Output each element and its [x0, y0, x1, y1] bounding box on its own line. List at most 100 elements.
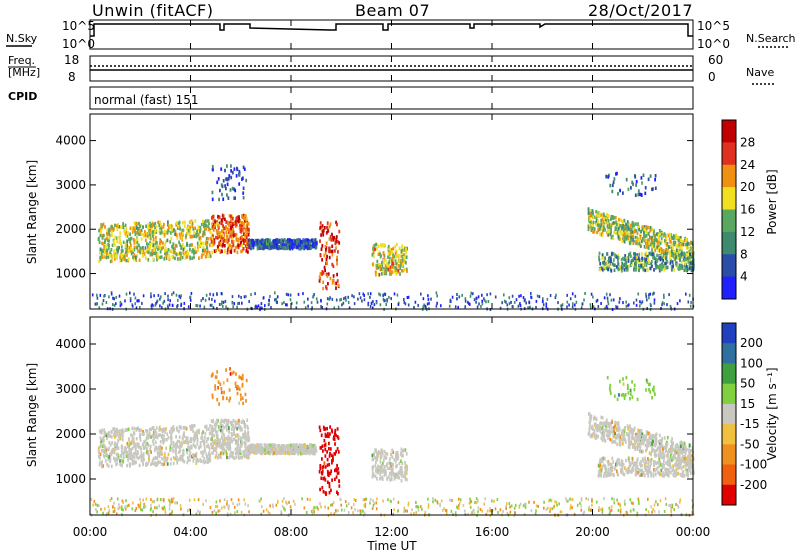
echo-cell — [316, 449, 318, 453]
echo-cell — [469, 498, 471, 501]
echo-cell — [600, 223, 602, 227]
echo-cell — [247, 243, 249, 247]
echo-cell — [392, 255, 394, 259]
echo-cell — [598, 506, 600, 509]
echo-cell — [209, 456, 211, 460]
echo-cell — [646, 298, 648, 301]
echo-cell — [122, 501, 124, 504]
echo-cell — [570, 504, 572, 507]
echo-cell — [205, 227, 207, 231]
echo-cell — [613, 258, 615, 262]
echo-cell — [520, 304, 522, 307]
velocity-data-layer — [91, 367, 695, 517]
echo-cell — [117, 453, 119, 457]
echo-cell — [665, 256, 667, 260]
echo-cell — [273, 246, 275, 250]
echo-cell — [661, 263, 663, 267]
echo-cell — [684, 262, 686, 266]
echo-cell — [159, 246, 161, 250]
echo-cell — [179, 221, 181, 225]
echo-cell — [129, 442, 131, 446]
echo-cell — [321, 244, 323, 248]
echo-cell — [533, 501, 535, 504]
echo-cell — [259, 243, 261, 247]
echo-cell — [304, 301, 306, 304]
echo-cell — [135, 233, 137, 237]
echo-cell — [116, 257, 118, 261]
echo-cell — [327, 226, 329, 230]
echo-cell — [393, 498, 395, 501]
echo-cell — [680, 238, 682, 242]
echo-cell — [108, 447, 110, 451]
echo-cell — [529, 306, 531, 309]
echo-cell — [634, 262, 636, 266]
echo-cell — [635, 194, 637, 198]
echo-cell — [149, 236, 151, 240]
echo-cell — [606, 293, 608, 296]
echo-cell — [305, 239, 307, 243]
echo-cell — [159, 426, 161, 430]
echo-cell — [667, 266, 669, 270]
echo-cell — [364, 504, 366, 507]
echo-cell — [284, 238, 286, 242]
echo-cell — [597, 220, 599, 224]
echo-cell — [132, 461, 134, 465]
echo-cell — [284, 452, 286, 456]
echo-cell — [512, 295, 514, 298]
echo-cell — [145, 257, 147, 261]
echo-cell — [215, 512, 217, 515]
echo-cell — [202, 219, 204, 223]
echo-cell — [129, 233, 131, 237]
echo-cell — [611, 190, 613, 194]
echo-cell — [232, 455, 234, 459]
echo-cell — [382, 243, 384, 247]
echo-cell — [638, 242, 640, 246]
echo-cell — [233, 433, 235, 437]
echo-cell — [327, 229, 329, 233]
echo-cell — [332, 281, 334, 285]
echo-cell — [235, 223, 237, 227]
echo-cell — [139, 433, 141, 437]
echo-cell — [112, 427, 114, 431]
echo-cell — [348, 502, 350, 505]
echo-cell — [335, 242, 337, 246]
echo-cell — [359, 292, 361, 295]
echo-cell — [458, 498, 460, 501]
echo-cell — [243, 196, 245, 200]
echo-cell — [243, 247, 245, 251]
echo-cell — [281, 239, 283, 243]
echo-cell — [381, 268, 383, 272]
echo-cell — [654, 504, 656, 507]
echo-cell — [296, 301, 298, 304]
echo-cell — [397, 269, 399, 273]
echo-cell — [238, 455, 240, 459]
echo-cell — [284, 247, 286, 251]
nave-label: Nave — [746, 66, 774, 79]
echo-cell — [263, 510, 265, 513]
echo-cell — [606, 261, 608, 265]
echo-cell — [550, 294, 552, 297]
echo-cell — [117, 249, 119, 253]
echo-cell — [392, 247, 394, 251]
echo-cell — [221, 250, 223, 254]
echo-cell — [122, 249, 124, 253]
echo-cell — [475, 301, 477, 304]
echo-cell — [650, 262, 652, 266]
echo-cell — [654, 249, 656, 253]
echo-cell — [472, 510, 474, 513]
echo-cell — [396, 243, 398, 247]
power-colorbar-label: Power [dB] — [765, 169, 779, 234]
echo-cell — [203, 223, 205, 227]
echo-cell — [236, 217, 238, 221]
echo-cell — [228, 196, 230, 200]
echo-cell — [115, 447, 117, 451]
echo-cell — [686, 265, 688, 269]
echo-cell — [648, 260, 650, 264]
echo-cell — [379, 253, 381, 257]
echo-cell — [195, 445, 197, 449]
echo-cell — [617, 262, 619, 266]
echo-cell — [654, 178, 656, 182]
echo-cell — [285, 303, 287, 306]
echo-cell — [221, 436, 223, 440]
echo-cell — [115, 463, 117, 467]
